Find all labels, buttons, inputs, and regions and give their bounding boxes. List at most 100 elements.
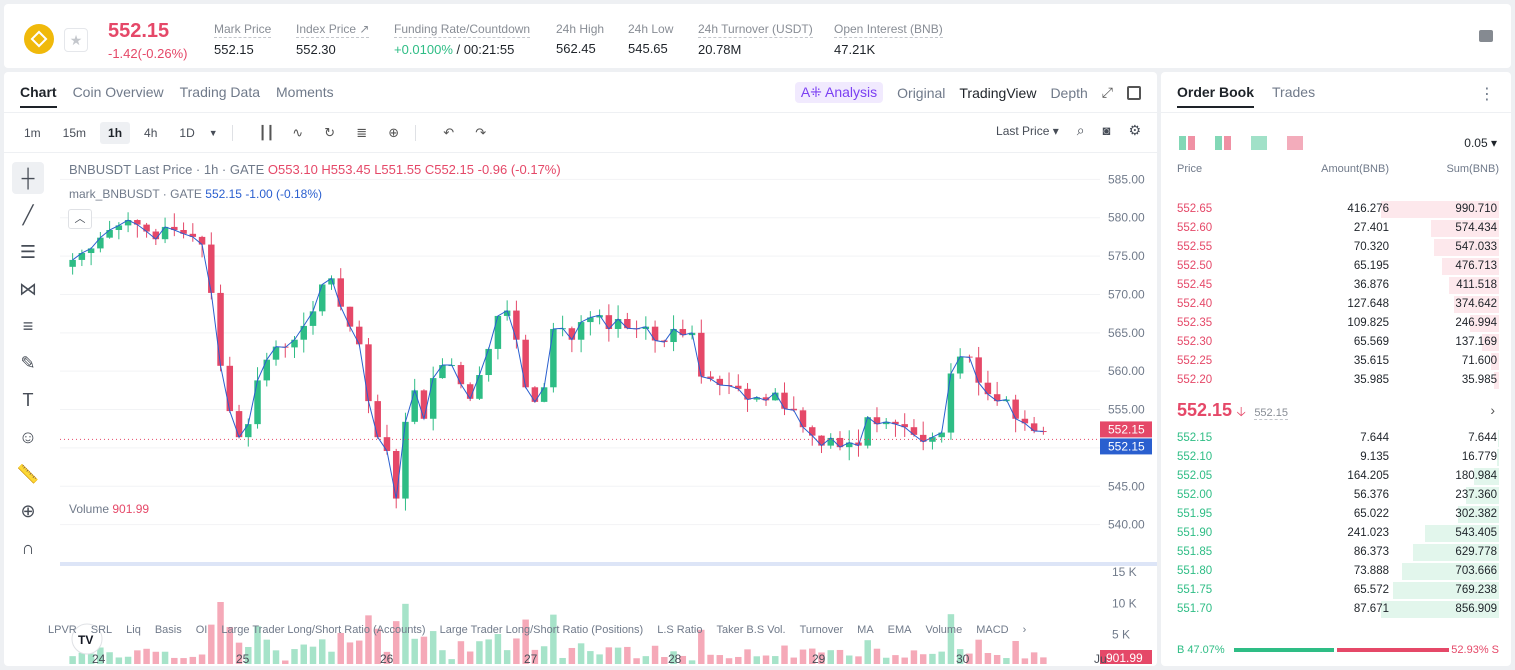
layout-asks-icon[interactable] [1287, 136, 1303, 150]
ask-row-0[interactable]: 552.65 416.276 990.710 [1161, 200, 1511, 219]
add-indicator-icon[interactable]: ⊕ [388, 125, 400, 140]
ruler-icon[interactable]: 📏 [16, 463, 40, 484]
tab-order-book[interactable]: Order Book [1177, 84, 1255, 108]
bid-row-8[interactable]: 551.75 65.572 769.238 [1161, 581, 1511, 600]
pattern-icon[interactable]: ⋈ [19, 278, 37, 299]
interval-4h[interactable]: 4h [144, 126, 158, 140]
ask-row-2[interactable]: 552.55 70.320 547.033 [1161, 238, 1511, 257]
indicator-next-icon[interactable]: › [1022, 624, 1027, 636]
indicator-7[interactable]: L.S Ratio [657, 624, 703, 636]
layout-bids-icon[interactable] [1251, 136, 1267, 150]
candlestick-chart[interactable]: 585.00 580.00 575.00 570.00 565.00 560.00 555.… [60, 154, 1157, 664]
trend-line-icon[interactable]: ╱ [22, 204, 34, 225]
replay-icon[interactable]: ↻ [324, 125, 336, 140]
magnet-icon[interactable]: ∩ [21, 537, 35, 558]
indicator-5[interactable]: Large Trader Long/Short Ratio (Accounts) [221, 624, 426, 636]
candle-type-icon[interactable]: ┃┃ [258, 125, 275, 140]
template-icon[interactable]: ≣ [356, 125, 368, 140]
indicator-12[interactable]: Volume [925, 624, 963, 636]
redo-icon[interactable]: ↷ [475, 125, 487, 140]
candle-body [263, 359, 271, 381]
indicator-10[interactable]: MA [857, 624, 874, 636]
interval-1d[interactable]: 1D [179, 126, 195, 140]
candle-body [577, 322, 585, 340]
volume-bar [540, 646, 548, 664]
interval-15m[interactable]: 15m [62, 126, 87, 140]
layout-mixed-icon[interactable] [1215, 136, 1231, 150]
indicators-icon[interactable]: ∿ [292, 125, 304, 140]
bid-row-6[interactable]: 551.85 86.373 629.778 [1161, 543, 1511, 562]
order-price: 551.75 [1177, 584, 1213, 596]
bid-row-1[interactable]: 552.10 9.135 16.779 [1161, 448, 1511, 467]
bid-row-2[interactable]: 552.05 164.205 180.984 [1161, 467, 1511, 486]
date-tick: 27 [524, 652, 538, 664]
tab-coin-overview[interactable]: Coin Overview [72, 84, 164, 100]
interval-1h[interactable]: 1h [100, 122, 131, 144]
bid-row-9[interactable]: 551.70 87.671 856.909 [1161, 600, 1511, 619]
crosshair-icon[interactable]: ┼ [12, 162, 44, 194]
order-price: 552.45 [1177, 279, 1213, 291]
indicator-13[interactable]: MACD [976, 624, 1009, 636]
tab-moments[interactable]: Moments [276, 84, 334, 100]
layout-both-icon[interactable] [1179, 136, 1195, 150]
view-depth[interactable]: Depth [1050, 84, 1088, 101]
price-type-select[interactable]: Last Price ▾ [996, 123, 1059, 138]
ask-row-5[interactable]: 552.40 127.648 374.642 [1161, 295, 1511, 314]
tab-chart[interactable]: Chart [20, 84, 57, 108]
indicator-9[interactable]: Turnover [799, 624, 844, 636]
book-icon[interactable] [1479, 30, 1493, 42]
expand-icon[interactable]: ⤢ [1101, 84, 1113, 100]
view-original[interactable]: Original [897, 84, 946, 101]
indicator-6[interactable]: Large Trader Long/Short Ratio (Positions… [439, 624, 644, 636]
analysis-button[interactable]: A⁜ Analysis [794, 82, 884, 103]
brush-icon[interactable]: ✎ [20, 352, 36, 373]
more-menu-icon[interactable]: ⋮ [1479, 86, 1495, 103]
view-tradingview[interactable]: TradingView [959, 84, 1037, 101]
candle-body [818, 435, 825, 446]
text-tool-icon[interactable]: T [22, 389, 34, 410]
indicator-1[interactable]: SRL [90, 624, 113, 636]
indicator-8[interactable]: Taker B.S Vol. [716, 624, 786, 636]
bid-row-4[interactable]: 551.95 65.022 302.382 [1161, 505, 1511, 524]
ask-row-4[interactable]: 552.45 36.876 411.518 [1161, 276, 1511, 295]
interval-dropdown-icon[interactable]: ▼ [208, 128, 218, 138]
indicator-11[interactable]: EMA [887, 624, 912, 636]
bid-row-7[interactable]: 551.80 73.888 703.666 [1161, 562, 1511, 581]
stat-index-price[interactable]: Index Price ↗ 552.30 [296, 22, 370, 57]
collapse-legend-button[interactable]: ︿ [68, 209, 92, 229]
indicator-3[interactable]: Basis [154, 624, 182, 636]
drawing-tools: ┼ ╱ ☰ ⋈ ≡ ✎ T ☺ 📏 ⊕ ∩ [12, 162, 48, 569]
volume-bar [947, 614, 955, 664]
undo-icon[interactable]: ↶ [443, 125, 455, 140]
zoom-in-icon[interactable]: ⊕ [20, 500, 36, 521]
camera-icon[interactable]: ◙ [1102, 123, 1111, 138]
price-tick: 560.00 [1108, 364, 1145, 378]
search-icon[interactable]: ⌕ [1076, 122, 1085, 138]
interval-1m[interactable]: 1m [24, 126, 41, 140]
chevron-right-icon[interactable]: › [1490, 402, 1495, 418]
favorite-star-icon[interactable]: ★ [64, 28, 88, 52]
indicator-4[interactable]: OI [195, 624, 208, 636]
ask-row-7[interactable]: 552.30 65.569 137.169 [1161, 333, 1511, 352]
fib-icon[interactable]: ≡ [22, 315, 34, 336]
ask-row-9[interactable]: 552.20 35.985 35.985 [1161, 371, 1511, 390]
ask-row-8[interactable]: 552.25 35.615 71.600 [1161, 352, 1511, 371]
indicator-2[interactable]: Liq [126, 624, 141, 636]
gear-icon[interactable]: ⚙ [1128, 122, 1141, 138]
stat-24h-low: 24h Low 545.65 [628, 22, 674, 56]
tab-trades[interactable]: Trades [1272, 84, 1316, 100]
ask-row-6[interactable]: 552.35 109.825 246.994 [1161, 314, 1511, 333]
ask-row-3[interactable]: 552.50 65.195 476.713 [1161, 257, 1511, 276]
bid-row-5[interactable]: 551.90 241.023 543.405 [1161, 524, 1511, 543]
indicator-0[interactable]: LPVR [48, 624, 77, 636]
tab-trading-data[interactable]: Trading Data [179, 84, 261, 100]
emoji-icon[interactable]: ☺ [18, 426, 38, 447]
candle-body [429, 378, 437, 419]
ask-row-1[interactable]: 552.60 27.401 574.434 [1161, 219, 1511, 238]
window-icon[interactable] [1127, 85, 1141, 100]
volume-bar [568, 647, 576, 664]
bid-row-0[interactable]: 552.15 7.644 7.644 [1161, 429, 1511, 448]
bid-row-3[interactable]: 552.00 56.376 237.360 [1161, 486, 1511, 505]
horizontal-lines-icon[interactable]: ☰ [19, 241, 37, 262]
price-step-select[interactable]: 0.05 ▾ [1464, 136, 1497, 150]
